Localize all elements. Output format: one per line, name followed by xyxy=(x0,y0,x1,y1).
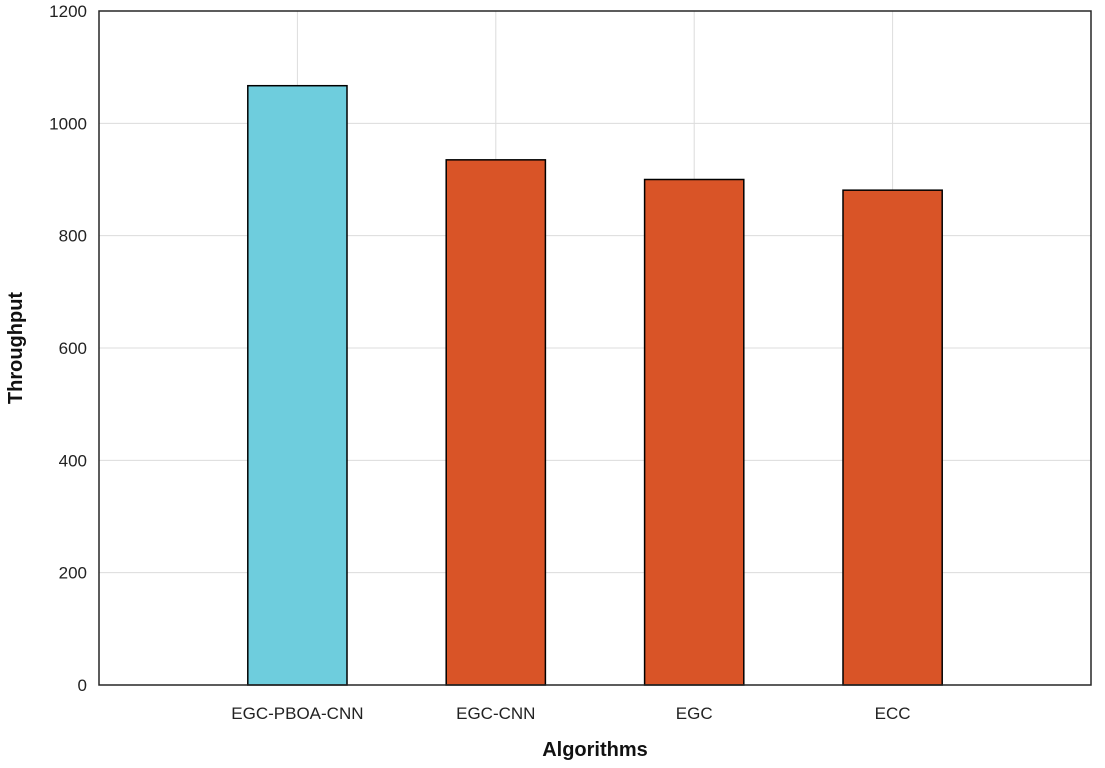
bar-egc-cnn xyxy=(445,159,547,686)
bar-egc xyxy=(643,178,745,686)
bar-egc-pboa-cnn xyxy=(247,84,348,686)
y-tick-label: 800 xyxy=(59,227,87,246)
axes-box xyxy=(98,10,1092,686)
bars xyxy=(247,84,943,686)
x-tick-label: EGC xyxy=(676,704,713,723)
y-tick-label: 1000 xyxy=(49,114,87,133)
y-tick-label: 600 xyxy=(59,339,87,358)
x-tick-label: ECC xyxy=(875,704,911,723)
bar-ecc xyxy=(842,189,943,686)
x-axis-title: Algorithms xyxy=(542,739,648,761)
y-axis-title: Throughput xyxy=(5,292,27,405)
tick-labels: 0 200 400 600 800 1000 1200 EGC-PBOA-CNN EGC-CNN… xyxy=(49,2,910,723)
y-tick-label: 1200 xyxy=(49,2,87,21)
y-tick-label: 400 xyxy=(59,451,87,470)
x-tick-label: EGC-PBOA-CNN xyxy=(231,704,363,723)
x-tick-label: EGC-CNN xyxy=(456,704,535,723)
y-tick-label: 200 xyxy=(59,564,87,583)
y-tick-label: 0 xyxy=(78,676,87,695)
